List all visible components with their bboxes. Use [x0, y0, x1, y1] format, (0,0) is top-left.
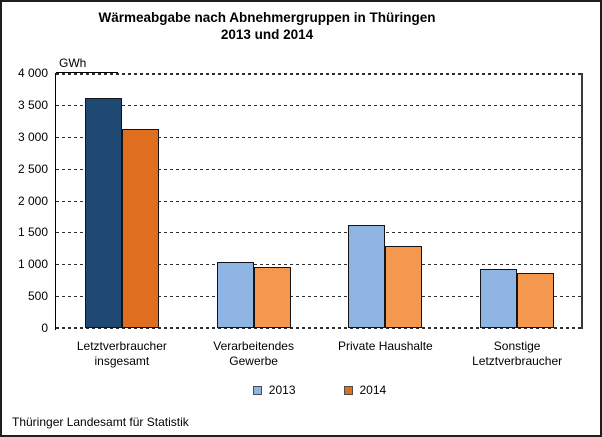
x-category-label-0: Letztverbraucher insgesamt — [76, 339, 167, 368]
legend-swatch-2014-icon — [343, 385, 353, 395]
legend-label-2013: 2013 — [268, 383, 296, 397]
x-category-label-1: Verarbeitendes Gewerbe — [213, 339, 294, 368]
y-tick-label-3500: 3 500 — [17, 97, 48, 112]
plot-area — [56, 73, 583, 329]
gridline-3500 — [56, 105, 583, 106]
bar-2013-category-2 — [348, 225, 386, 328]
bar-2013-category-3 — [480, 269, 518, 328]
chart-title-line2: 2013 und 2014 — [220, 27, 314, 42]
bar-2014-category-2 — [385, 246, 423, 328]
bar-2014-category-0 — [121, 129, 159, 328]
gridline-4000 — [56, 73, 583, 75]
y-tick-label-2000: 2 000 — [17, 193, 48, 208]
legend-item-2013: 2013 — [252, 383, 296, 397]
x-category-label-3: Sonstige Letztverbraucher — [472, 339, 563, 368]
gridline-0 — [56, 327, 583, 329]
y-tick-label-1500: 1 500 — [17, 225, 48, 240]
y-tick-label-0: 0 — [41, 321, 48, 335]
bar-2014-category-1 — [253, 267, 291, 328]
y-tick-label-500: 500 — [27, 289, 48, 304]
y-tick-label-4000: 4 000 — [17, 66, 48, 80]
y-tick-label-2500: 2 500 — [17, 161, 48, 176]
y-tick-label-3000: 3 000 — [17, 129, 48, 144]
legend-label-2014: 2014 — [359, 383, 387, 397]
legend: 2013 2014 — [56, 383, 583, 397]
chart-title-line1: Wärmeabgabe nach Abnehmergruppen in Thür… — [98, 10, 436, 25]
bar-2014-category-3 — [517, 273, 555, 328]
gridline-500 — [56, 296, 583, 297]
bar-2013-category-0 — [84, 98, 122, 328]
bar-2013-category-1 — [216, 262, 254, 328]
chart-title: Wärmeabgabe nach Abnehmergruppen in Thür… — [2, 9, 532, 43]
top-axis-solid-segment — [56, 72, 118, 73]
gridline-2000 — [56, 201, 583, 202]
source-attribution: Thüringer Landesamt für Statistik — [12, 415, 189, 429]
y-axis-unit-label: GWh — [59, 56, 87, 70]
x-category-label-2: Private Haushalte — [338, 339, 433, 353]
gridline-1000 — [56, 264, 583, 265]
y-tick-label-1000: 1 000 — [17, 257, 48, 272]
legend-swatch-2013-icon — [252, 385, 262, 395]
y-axis-line — [55, 73, 56, 330]
legend-item-2014: 2014 — [343, 383, 387, 397]
gridline-1500 — [56, 232, 583, 233]
gridline-2500 — [56, 169, 583, 170]
gridline-3000 — [56, 137, 583, 138]
